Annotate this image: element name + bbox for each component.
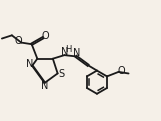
Text: O: O [42, 31, 49, 42]
Text: N: N [41, 81, 49, 91]
Text: N: N [61, 47, 69, 57]
Text: O: O [117, 66, 125, 76]
Text: O: O [15, 36, 22, 46]
Text: N: N [26, 59, 33, 69]
Text: H: H [65, 45, 71, 53]
Text: N: N [73, 48, 81, 58]
Text: S: S [58, 69, 64, 79]
